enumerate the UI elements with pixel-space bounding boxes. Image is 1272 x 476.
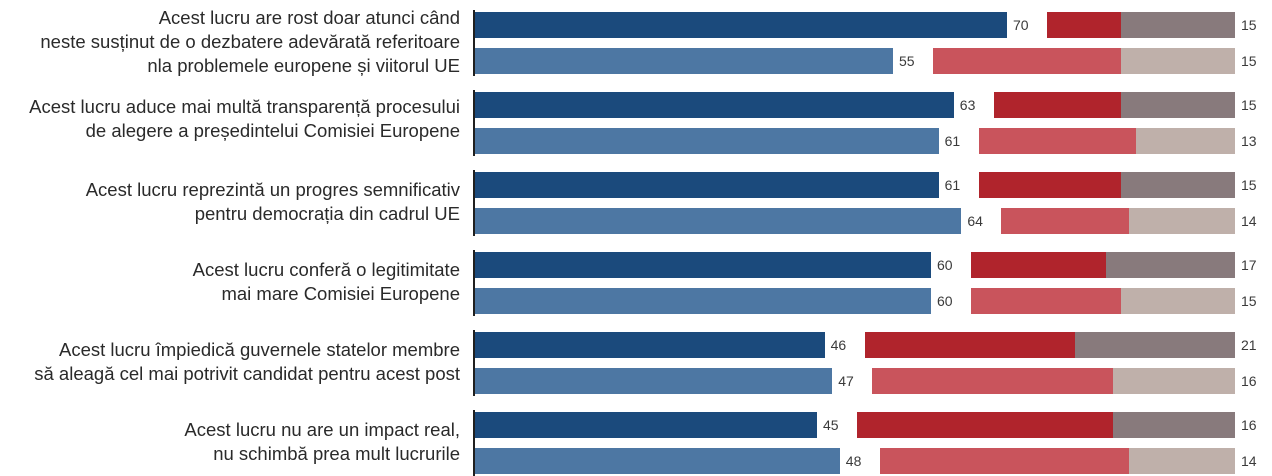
agree-bar <box>475 92 954 118</box>
dont-know-value-label: 21 <box>1241 337 1257 353</box>
dont-know-value-label: 14 <box>1241 213 1257 229</box>
category-label-line: pentru democrația din cadrul UE <box>194 203 460 224</box>
axis-line <box>473 410 475 476</box>
category-label: Acest lucru aduce mai multă transparență… <box>0 95 460 143</box>
agree-value-label: 60 <box>937 293 953 309</box>
dont-know-bar <box>1121 172 1235 198</box>
agree-value-label: 70 <box>1013 17 1029 33</box>
axis-line <box>473 250 475 316</box>
dont-know-value-label: 14 <box>1241 453 1257 469</box>
agree-value-label: 61 <box>944 133 961 149</box>
category-label: Acest lucru nu are un impact real, nu sch… <box>0 418 460 466</box>
agree-value-label: 46 <box>830 337 847 353</box>
category-label: Acest lucru reprezintă un progres semnif… <box>0 178 460 226</box>
agree-bar <box>475 412 817 438</box>
dont-know-bar <box>1121 92 1235 118</box>
disagree-bar <box>864 332 1116 358</box>
category-label-line: Acest lucru aduce mai multă transparență… <box>29 96 460 117</box>
dont-know-value-label: 15 <box>1241 97 1257 113</box>
disagree-bar <box>872 368 1154 394</box>
agree-bar <box>475 128 939 154</box>
dont-know-bar <box>1136 128 1235 154</box>
disagree-bar <box>879 448 1169 474</box>
agree-bar <box>475 368 833 394</box>
category-label: Acest lucru are rost doar atunci când nes… <box>0 6 460 78</box>
agree-bar <box>475 172 939 198</box>
category-label-line: nla problemele europene și viitorul UE <box>147 55 460 76</box>
dont-know-bar <box>1075 332 1235 358</box>
agree-bar <box>475 208 962 234</box>
category-label-line: să aleagă cel mai potrivit candidat pent… <box>34 363 460 384</box>
agree-value-label: 63 <box>959 97 976 113</box>
category-label-line: Acest lucru conferă o legitimitate <box>192 259 460 280</box>
dont-know-value-label: 16 <box>1241 373 1257 389</box>
agree-value-label: 45 <box>823 417 839 433</box>
category-label: Acest lucru împiedică guvernele statelor… <box>0 338 460 386</box>
category-label-line: mai mare Comisiei Europene <box>221 283 460 304</box>
agree-value-label: 64 <box>967 213 983 229</box>
dont-know-value-label: 15 <box>1241 53 1257 69</box>
dont-know-value-label: 16 <box>1241 417 1257 433</box>
category-label-line: nu schimbă prea mult lucrurile <box>213 443 460 464</box>
agree-value-label: 60 <box>937 257 953 273</box>
agree-value-label: 55 <box>899 53 915 69</box>
agree-bar <box>475 332 825 358</box>
dont-know-bar <box>1113 368 1235 394</box>
agree-bar <box>475 288 931 314</box>
dont-know-value-label: 15 <box>1241 293 1257 309</box>
dont-know-value-label: 13 <box>1241 133 1257 149</box>
dont-know-bar <box>1105 252 1235 278</box>
agree-value-label: 48 <box>845 453 862 469</box>
category-label-line: Acest lucru are rost doar atunci când <box>158 7 460 28</box>
axis-line <box>473 90 475 156</box>
dont-know-value-label: 15 <box>1241 17 1257 33</box>
category-label-line: de alegere a președintelui Comisiei Euro… <box>85 120 460 141</box>
axis-line <box>473 330 475 396</box>
category-label-line: neste susținut de o dezbatere adevărată … <box>40 31 460 52</box>
disagree-bar <box>857 412 1154 438</box>
axis-line <box>473 170 475 236</box>
agree-value-label: 61 <box>944 177 961 193</box>
category-label: Acest lucru conferă o legitimitate mai ma… <box>0 258 460 306</box>
dont-know-bar <box>1128 208 1235 234</box>
dont-know-bar <box>1113 412 1235 438</box>
dont-know-value-label: 17 <box>1241 257 1257 273</box>
agree-bar <box>475 48 893 74</box>
agree-bar <box>475 12 1007 38</box>
dont-know-bar <box>1128 448 1235 474</box>
agree-bar <box>475 252 931 278</box>
dont-know-bar <box>1121 288 1235 314</box>
dont-know-value-label: 15 <box>1241 177 1257 193</box>
agree-bar <box>475 448 840 474</box>
dont-know-bar <box>1121 48 1235 74</box>
axis-line <box>473 10 475 76</box>
category-label-line: Acest lucru reprezintă un progres semnif… <box>85 179 460 200</box>
dont-know-bar <box>1121 12 1235 38</box>
category-label-line: Acest lucru împiedică guvernele statelor… <box>58 339 460 360</box>
category-label-line: Acest lucru nu are un impact real, <box>184 419 460 440</box>
agree-value-label: 47 <box>838 373 854 389</box>
